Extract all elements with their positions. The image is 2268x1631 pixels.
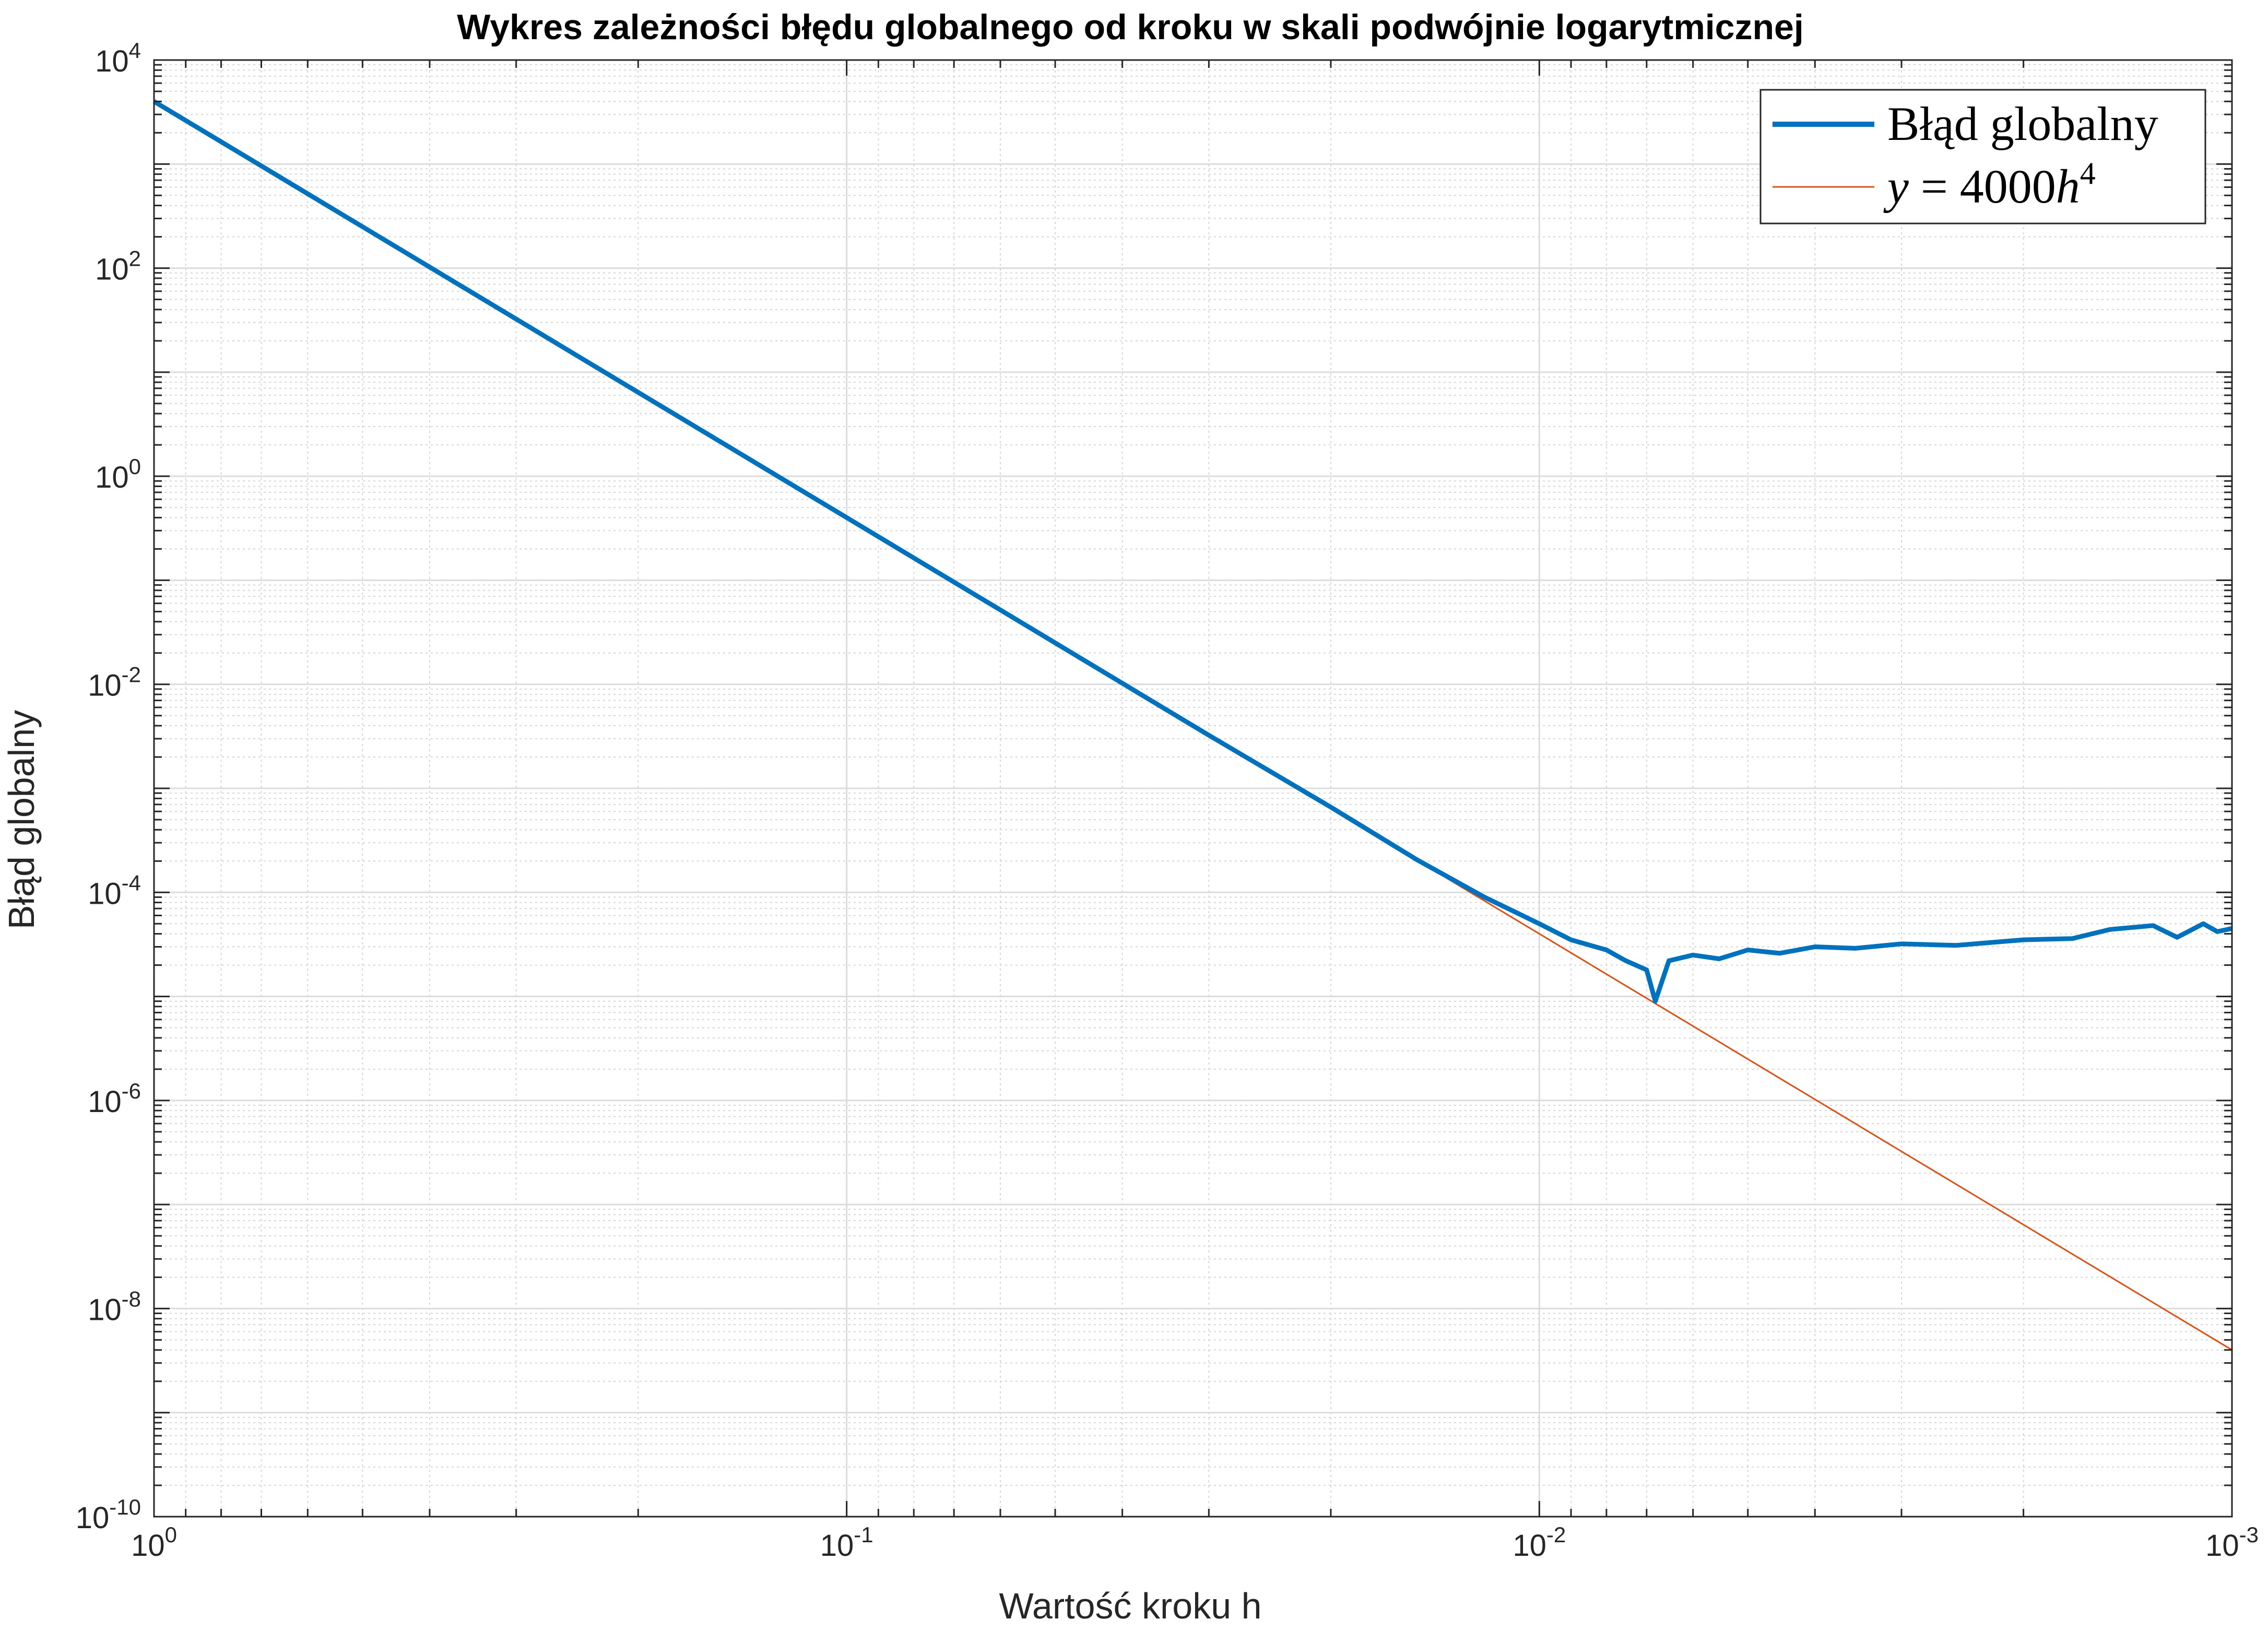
series-line-blad (152, 99, 2232, 1004)
y-tick-label: 100 (95, 454, 141, 494)
chart-title: Wykres zależności błędu globalnego od kr… (457, 7, 1804, 47)
y-tick-label: 104 (95, 38, 141, 78)
tick-labels: 100 10-1 10-2 10-3 10-10 10-8 10-6 10-4 10-2 100 1… (76, 38, 2259, 1563)
axes (153, 59, 2233, 1518)
y-tick-label: 102 (95, 246, 141, 287)
legend-label-fit: y = 4000h4 (1883, 156, 2096, 213)
y-tick-label: 10-8 (88, 1286, 141, 1327)
y-tick-label: 10-10 (76, 1495, 141, 1535)
legend-label-blad: Błąd globalny (1887, 97, 2158, 150)
y-axis-label: Błąd globalny (1, 710, 42, 929)
legend: Błąd globalny y = 4000h4 (1759, 89, 2206, 224)
x-tick-label: 10-1 (820, 1522, 873, 1563)
legend-box (1759, 89, 2206, 224)
y-tick-label: 10-4 (88, 870, 141, 911)
x-axis-label: Wartość kroku h (999, 1586, 1261, 1626)
x-tick-label: 10-2 (1513, 1522, 1566, 1563)
x-tick-label: 100 (131, 1522, 177, 1563)
series-layer (152, 99, 2232, 1351)
y-tick-label: 10-6 (88, 1079, 141, 1119)
x-tick-label: 10-3 (2205, 1522, 2259, 1563)
y-tick-label: 10-2 (88, 663, 141, 703)
